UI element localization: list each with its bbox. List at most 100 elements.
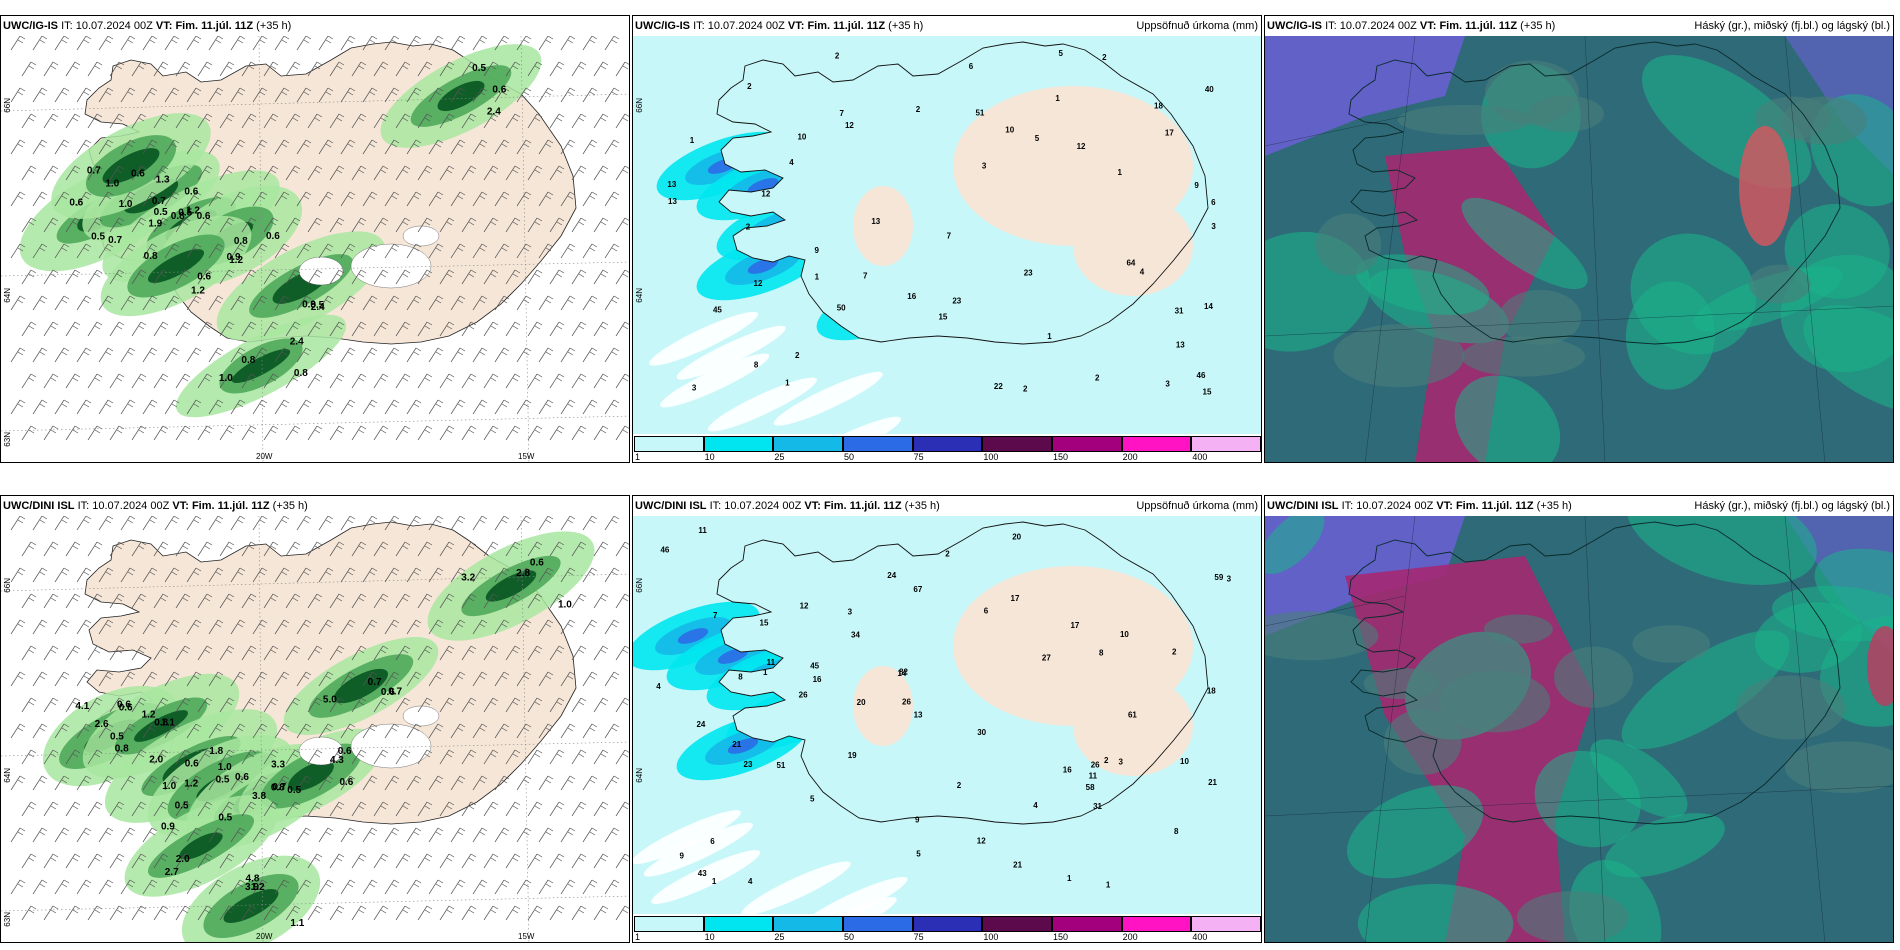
panel-cloud-dini: UWC/DINI ISL IT: 10.07.2024 00Z VT: Fim.… <box>1264 495 1894 943</box>
precip-value-label: 26 <box>902 698 911 707</box>
precip-value-label: 2.6 <box>95 719 109 730</box>
colorbar-tick-label: 400 <box>1192 452 1208 462</box>
precip-value-label: 0.5 <box>216 774 230 785</box>
it-value: 10.07.2024 00Z <box>1356 500 1434 512</box>
precip-value-label: 2 <box>835 52 840 61</box>
precip-value-label: 40 <box>1205 85 1214 94</box>
precip-value-label: 5 <box>1035 134 1040 143</box>
colorbar-swatch <box>634 436 704 452</box>
panel-right-title: Háský (gr.), miðský (fj.bl.) og lágský (… <box>1694 500 1890 512</box>
precip-value-label: 43 <box>698 869 707 878</box>
it-label: IT: <box>709 500 722 512</box>
model-name: UWC/DINI ISL <box>3 500 75 512</box>
precip-value-label: 22 <box>994 382 1003 391</box>
precip-value-label: 0.9 <box>227 252 241 263</box>
it-value: 10.07.2024 00Z <box>92 500 170 512</box>
precip-value-label: 1.2 <box>186 206 200 217</box>
precip-value-label: 0.8 <box>241 355 255 366</box>
precip-value-label: 0.6 <box>492 85 506 96</box>
precip-value-label: 2 <box>795 351 800 360</box>
precip-value-label: 19 <box>848 751 857 760</box>
iceland-coastline <box>716 521 1209 825</box>
precip-value-label: 46 <box>1197 371 1206 380</box>
precip-value-label: 0.8 <box>115 744 129 755</box>
longitude-label: 20W <box>256 932 273 941</box>
precip-value-label: 4.8 <box>246 873 260 884</box>
precip-value-label: 20 <box>857 698 866 707</box>
precip-value-label: 13 <box>1176 341 1185 350</box>
precip-value-label: 2.4 <box>487 106 501 117</box>
graticule <box>1 36 629 462</box>
precip-map: 1295613147531184415045791322465181232312… <box>633 36 1261 462</box>
precip-value-label: 1 <box>1117 168 1122 177</box>
precip-value-label: 15 <box>1203 387 1212 396</box>
vt-label: VT: Fim. 11.júl. 11Z <box>1419 20 1518 32</box>
colorbar-tick-label: 25 <box>774 452 785 462</box>
colorbar-swatch <box>912 436 983 452</box>
precip-value-label: 59 <box>1214 573 1223 582</box>
precip-value-label: 2 <box>746 223 751 232</box>
panel-wind-dini: UWC/DINI ISL IT: 10.07.2024 00Z VT: Fim.… <box>0 495 630 943</box>
precip-value-label: 24 <box>696 720 705 729</box>
precip-value-label: 0.9 <box>302 299 316 310</box>
precip-value-label: 3 <box>982 162 987 171</box>
precip-value-label: 2 <box>1102 53 1107 62</box>
colorbar-swatch <box>843 916 913 932</box>
colorbar-tick-label: 1 <box>635 452 641 462</box>
precip-value-label: 9 <box>1194 181 1199 190</box>
precip-value-label: 21 <box>732 740 741 749</box>
precip-value-label: 1.0 <box>105 178 119 189</box>
colorbar-tick-label: 75 <box>913 932 924 942</box>
precip-value-label: 0.7 <box>272 782 286 793</box>
precip-value-label: 61 <box>1128 711 1137 720</box>
lead-time: (+35 h) <box>904 500 940 512</box>
wind-barbs <box>10 516 629 921</box>
precip-value-label: 12 <box>845 121 854 130</box>
colorbar-tick-label: 150 <box>1053 932 1069 942</box>
precip-value-label: 4 <box>1140 268 1145 277</box>
latitude-label: 66N <box>635 98 644 113</box>
vt-label: VT: Fim. 11.júl. 11Z <box>1436 500 1534 512</box>
panel-precip-igis: UWC/IG-IS IT: 10.07.2024 00Z VT: Fim. 11… <box>632 15 1262 463</box>
wind-barbs <box>10 36 629 441</box>
precip-value-label: 0.6 <box>185 758 199 769</box>
precip-value-label: 1 <box>815 272 820 281</box>
precip-value-label: 45 <box>810 662 819 671</box>
precip-value-label: 51 <box>975 108 984 117</box>
precip-value-label: 23 <box>952 297 961 306</box>
latitude-label: 66N <box>3 578 12 593</box>
precip-value-label: 58 <box>1086 783 1095 792</box>
precip-value-label: 4 <box>789 158 794 167</box>
precip-value-label: 16 <box>907 292 916 301</box>
precip-value-labels: 6161921119108121083116432617234230344520… <box>656 526 1231 889</box>
precip-value-label: 1.2 <box>251 882 265 893</box>
precip-value-label: 2 <box>1023 384 1028 393</box>
precip-value-label: 0.8 <box>154 718 168 729</box>
precip-value-label: 2 <box>945 549 950 558</box>
precip-value-label: 0.5 <box>472 63 486 74</box>
precip-value-label: 2 <box>747 82 752 91</box>
latitude-label: 64N <box>3 768 12 783</box>
colorbar-tick-label: 400 <box>1192 932 1208 942</box>
precip-value-label: 1.0 <box>119 199 133 210</box>
precip-value-label: 4 <box>656 682 661 691</box>
precip-value-label: 14 <box>897 669 906 678</box>
colorbar-swatch <box>703 916 774 932</box>
precip-value-label: 1 <box>785 378 790 387</box>
precip-value-label: 6 <box>984 607 989 616</box>
model-name: UWC/IG-IS <box>1267 20 1322 32</box>
precip-value-label: 0.6 <box>266 231 280 242</box>
precip-value-label: 34 <box>851 631 860 640</box>
precip-value-label: 3.3 <box>271 759 285 770</box>
precip-value-label: 1.8 <box>209 746 223 757</box>
it-label: IT: <box>693 20 705 32</box>
precip-value-label: 12 <box>761 190 770 199</box>
wind-map: 0.50.5 0.60.51.21.00.90.70.60.6 1.00.80.91… <box>1 36 629 462</box>
it-value: 10.07.2024 00Z <box>1339 20 1417 32</box>
precip-value-label: 0.5 <box>287 785 301 796</box>
precip-value-label: 0.6 <box>339 777 353 788</box>
precip-value-label: 13 <box>871 217 880 226</box>
precip-value-label: 0.7 <box>388 686 402 697</box>
cloud-layers <box>1265 516 1893 942</box>
precip-value-label: 3 <box>1119 757 1124 766</box>
